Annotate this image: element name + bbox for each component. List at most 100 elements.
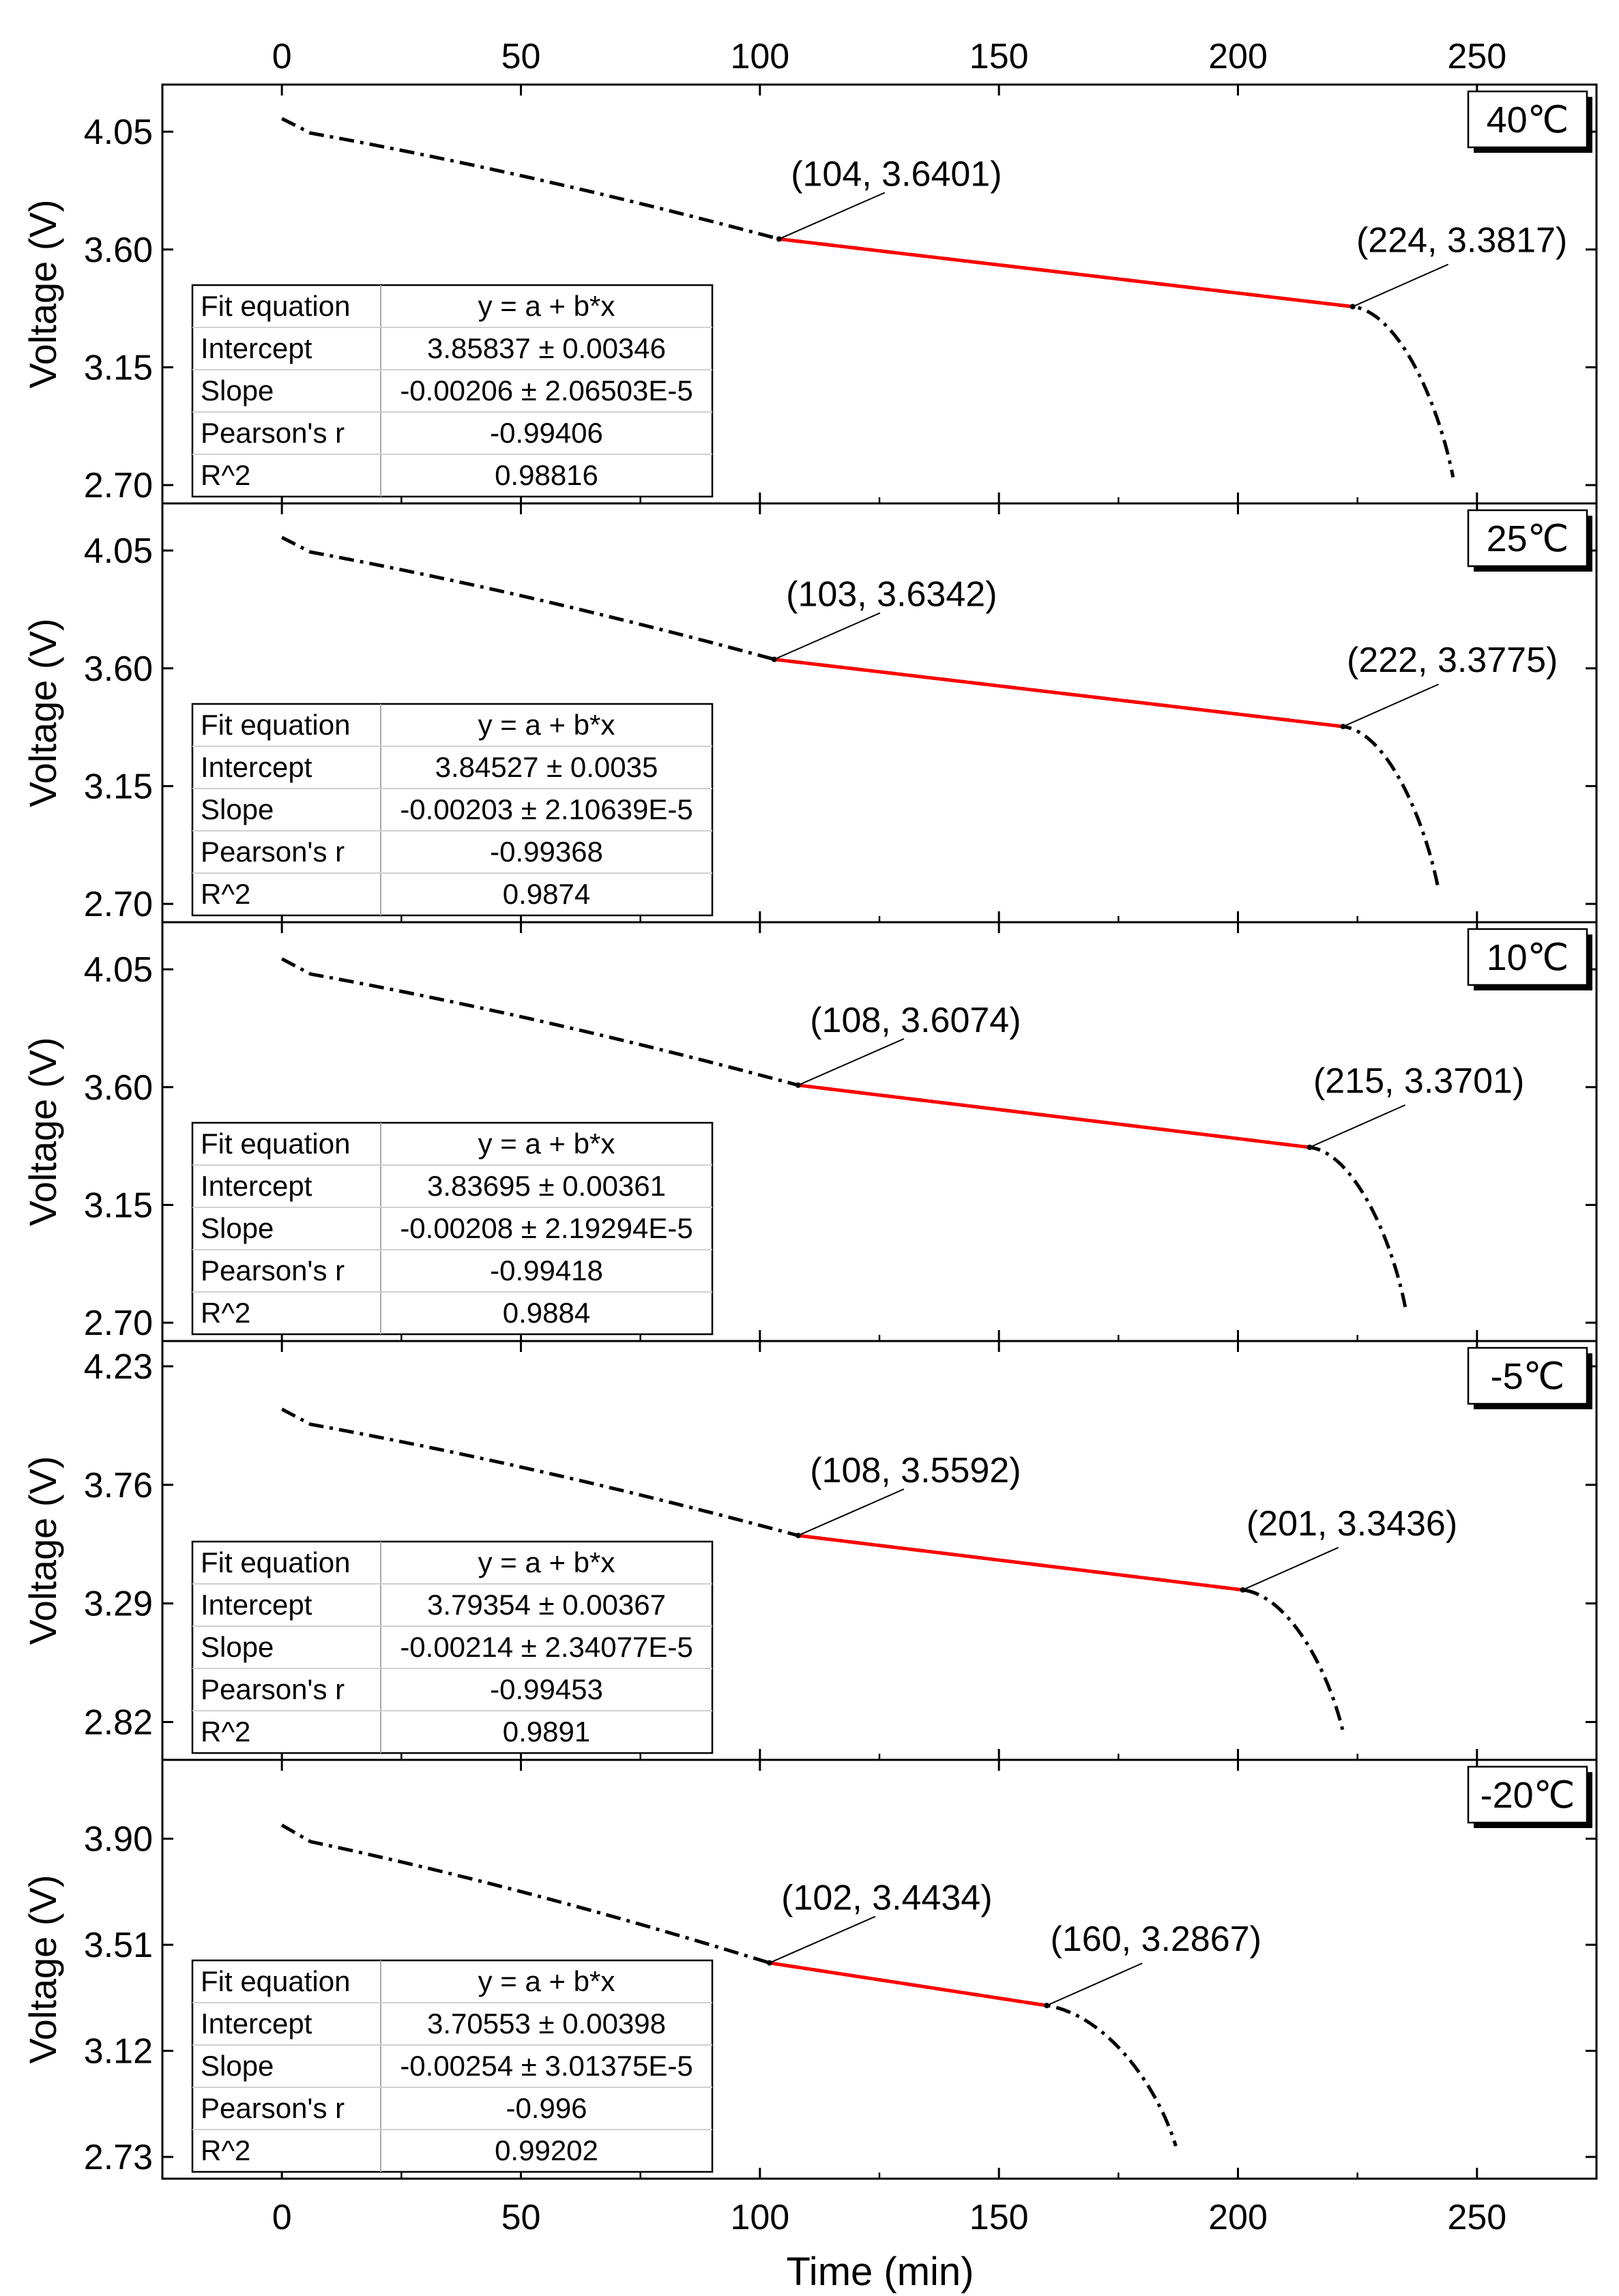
temperature-box bbox=[1467, 1765, 1588, 1824]
top-x-tick-label: 100 bbox=[730, 37, 789, 76]
fit-start-leader bbox=[774, 612, 881, 660]
y-tick-label: 4.05 bbox=[84, 113, 153, 152]
fit-table-header: Pearson's r bbox=[201, 1673, 345, 1705]
panel-0: 4.05 3.60 3.15 2.70 Voltage (V) (104, 3.6401)… bbox=[21, 83, 1598, 505]
panel-4: 3.90 3.51 3.12 2.73 Voltage (V) (102, 3.4434)… bbox=[21, 1758, 1598, 2180]
y-tick-label: 3.90 bbox=[84, 1820, 153, 1859]
fit-end-leader bbox=[1046, 1962, 1143, 2007]
linear-fit-line bbox=[798, 1533, 1243, 1592]
fit-end-leader bbox=[1343, 683, 1440, 728]
y-tick-label: 3.15 bbox=[84, 767, 153, 806]
fit-table-value: -0.996 bbox=[506, 2092, 587, 2124]
fit-table-value: 0.9874 bbox=[503, 878, 590, 910]
fit-end-leader bbox=[1309, 1104, 1406, 1148]
temperature-box bbox=[1467, 509, 1588, 568]
y-tick-label: 3.12 bbox=[84, 2032, 153, 2072]
fit-table-value: -0.99453 bbox=[490, 1673, 603, 1705]
y-axis-label: Voltage (V) bbox=[21, 1874, 64, 2063]
fit-end-annotation: (224, 3.3817) bbox=[1356, 221, 1567, 261]
fit-table-header: Intercept bbox=[201, 332, 312, 364]
fit-table-value: 0.99202 bbox=[495, 2134, 598, 2166]
fit-table bbox=[191, 284, 714, 498]
fit-table-header: Fit equation bbox=[201, 1546, 350, 1578]
fit-table-value: 0.9891 bbox=[503, 1716, 590, 1748]
y-tick-label: 3.60 bbox=[84, 1068, 153, 1108]
y-tick-label: 4.23 bbox=[84, 1347, 153, 1387]
fit-table-value: 0.98816 bbox=[495, 459, 598, 491]
fit-table-header: Fit equation bbox=[201, 709, 350, 741]
y-tick-label: 2.70 bbox=[84, 885, 153, 924]
fit-table-header: R^2 bbox=[201, 459, 250, 491]
fit-table-header: Fit equation bbox=[201, 1965, 350, 1997]
fit-table-header: Pearson's r bbox=[201, 836, 345, 868]
y-axis-label: Voltage (V) bbox=[21, 199, 64, 388]
temperature-label: -5℃ bbox=[1491, 1356, 1565, 1397]
fit-table-header: R^2 bbox=[201, 1716, 250, 1748]
fit-table-header: Pearson's r bbox=[201, 2092, 345, 2124]
top-x-axis: 0 50 100 150 200 250 bbox=[272, 37, 1507, 76]
temperature-box bbox=[1467, 928, 1588, 986]
y-tick-label: 2.82 bbox=[84, 1703, 153, 1743]
fit-table-value: -0.00208 ± 2.19294E-5 bbox=[400, 1212, 692, 1244]
fit-end-annotation: (222, 3.3775) bbox=[1347, 641, 1558, 680]
fit-start-annotation: (102, 3.4434) bbox=[781, 1879, 992, 1918]
fit-start-leader bbox=[778, 192, 886, 240]
y-tick-label: 3.15 bbox=[84, 1186, 153, 1225]
fit-table-value: -0.00206 ± 2.06503E-5 bbox=[400, 374, 692, 407]
bottom-x-axis: 0 50 100 150 200 250 bbox=[272, 2198, 1507, 2237]
panel-3: 4.23 3.76 3.29 2.82 Voltage (V) (108, 3.5592)… bbox=[21, 1340, 1598, 1761]
y-tick-label: 2.70 bbox=[84, 1304, 153, 1343]
fit-start-annotation: (108, 3.6074) bbox=[810, 1001, 1021, 1040]
bottom-x-tick-label: 150 bbox=[969, 2198, 1029, 2237]
fit-table-value: 3.85837 ± 0.00346 bbox=[427, 332, 666, 364]
fit-table-value: y = a + b*x bbox=[478, 1965, 615, 1997]
fit-table-header: Fit equation bbox=[201, 290, 350, 322]
fit-table-value: y = a + b*x bbox=[478, 290, 615, 322]
fit-table-value: y = a + b*x bbox=[478, 1128, 615, 1160]
fit-start-annotation: (104, 3.6401) bbox=[791, 154, 1002, 194]
fit-end-annotation: (215, 3.3701) bbox=[1313, 1061, 1524, 1101]
fit-table-header: Pearson's r bbox=[201, 1254, 345, 1286]
fit-start-annotation: (103, 3.6342) bbox=[786, 575, 997, 615]
fit-table-header: Intercept bbox=[201, 1589, 312, 1621]
temperature-box bbox=[1467, 90, 1588, 149]
fit-start-leader bbox=[769, 1915, 876, 1964]
fit-table bbox=[191, 1959, 714, 2173]
panel-1: 4.05 3.60 3.15 2.70 Voltage (V) (103, 3.6342)… bbox=[21, 502, 1598, 924]
fit-end-annotation: (201, 3.3436) bbox=[1246, 1504, 1457, 1544]
fit-table-value: 3.70553 ± 0.00398 bbox=[427, 2007, 666, 2040]
y-tick-label: 3.76 bbox=[84, 1466, 153, 1505]
top-x-tick-label: 0 bbox=[272, 37, 292, 76]
fit-table-header: Slope bbox=[201, 1631, 274, 1663]
fit-start-annotation: (108, 3.5592) bbox=[810, 1451, 1021, 1490]
fit-table-value: 0.9884 bbox=[503, 1297, 590, 1329]
fit-table-header: R^2 bbox=[201, 878, 250, 910]
y-tick-label: 2.73 bbox=[84, 2138, 153, 2177]
fit-table bbox=[191, 1121, 714, 1336]
fit-table-header: Intercept bbox=[201, 1170, 312, 1202]
fit-end-leader bbox=[1242, 1546, 1339, 1591]
fit-table bbox=[191, 1540, 714, 1754]
top-x-tick-label: 50 bbox=[501, 37, 541, 76]
linear-fit-line bbox=[798, 1083, 1310, 1149]
fit-table-value: -0.99368 bbox=[490, 836, 603, 868]
y-axis-label: Voltage (V) bbox=[21, 618, 64, 807]
top-x-tick-label: 200 bbox=[1208, 37, 1268, 76]
fit-table-value: -0.99418 bbox=[490, 1254, 603, 1286]
discharge-curve-line bbox=[280, 1823, 1178, 2147]
discharge-curve-line bbox=[280, 957, 1407, 1308]
fit-table-value: 3.79354 ± 0.00367 bbox=[427, 1589, 666, 1621]
fit-table-header: Slope bbox=[201, 793, 274, 825]
y-tick-label: 3.51 bbox=[84, 1926, 153, 1965]
fit-table-header: R^2 bbox=[201, 1297, 250, 1329]
temperature-label: 25℃ bbox=[1487, 518, 1569, 559]
fit-end-leader bbox=[1352, 263, 1449, 308]
bottom-x-tick-label: 50 bbox=[501, 2198, 541, 2237]
bottom-x-tick-label: 250 bbox=[1447, 2198, 1506, 2237]
fit-table-value: y = a + b*x bbox=[478, 709, 615, 741]
y-tick-label: 3.29 bbox=[84, 1585, 153, 1624]
y-tick-label: 3.60 bbox=[84, 231, 153, 270]
fit-table-value: -0.00214 ± 2.34077E-5 bbox=[400, 1631, 692, 1663]
y-axis-label: Voltage (V) bbox=[21, 1037, 64, 1226]
